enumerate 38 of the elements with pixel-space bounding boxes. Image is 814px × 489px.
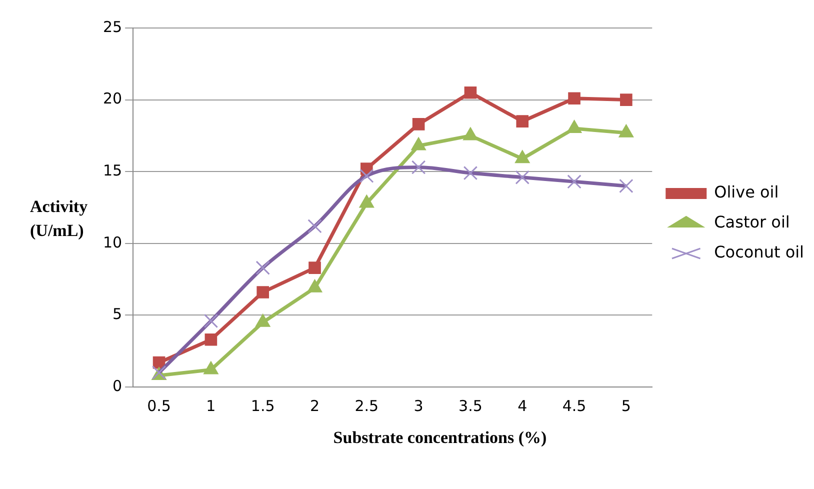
x-tick-label: 5 <box>621 396 631 415</box>
point <box>256 286 270 298</box>
point <box>308 262 321 274</box>
point <box>568 92 580 105</box>
x-tick-label: 0.5 <box>147 396 171 415</box>
point <box>412 118 425 130</box>
legend-label: Olive oil <box>714 182 779 202</box>
legend-label: Castor oil <box>714 212 790 232</box>
x-tick-label: 3 <box>414 396 424 415</box>
point <box>464 86 477 99</box>
x-tick-label: 4.5 <box>562 396 586 415</box>
point <box>256 260 270 275</box>
x-tick-label: 2.5 <box>354 396 379 415</box>
y-tick-label: 15 <box>102 161 122 180</box>
point <box>463 166 478 180</box>
y-tick-label: 10 <box>102 233 122 252</box>
y-tick-label: 20 <box>102 90 122 108</box>
x-axis-title: Substrate concentrations (%) <box>332 428 548 448</box>
y-tick-label: 5 <box>112 305 122 324</box>
x-tick-label: 1 <box>206 396 216 415</box>
point <box>619 178 634 194</box>
point <box>515 170 530 184</box>
legend-label: Coconut oil <box>714 242 804 262</box>
point <box>204 333 218 346</box>
point <box>308 219 322 234</box>
y-axis-title: Activity (U/mL) <box>30 197 88 240</box>
point <box>360 168 374 184</box>
x-tick-label: 2 <box>310 396 320 415</box>
x-tick-label: 3.5 <box>458 396 482 415</box>
point <box>204 314 218 328</box>
y-tick-label: 25 <box>102 18 122 36</box>
x-tick-label: 1.5 <box>250 396 275 415</box>
point <box>411 160 426 174</box>
point <box>567 174 582 189</box>
point <box>516 115 529 128</box>
point <box>620 94 632 106</box>
x-tick-label: 4 <box>518 396 528 415</box>
y-tick-label: 0 <box>112 376 122 395</box>
